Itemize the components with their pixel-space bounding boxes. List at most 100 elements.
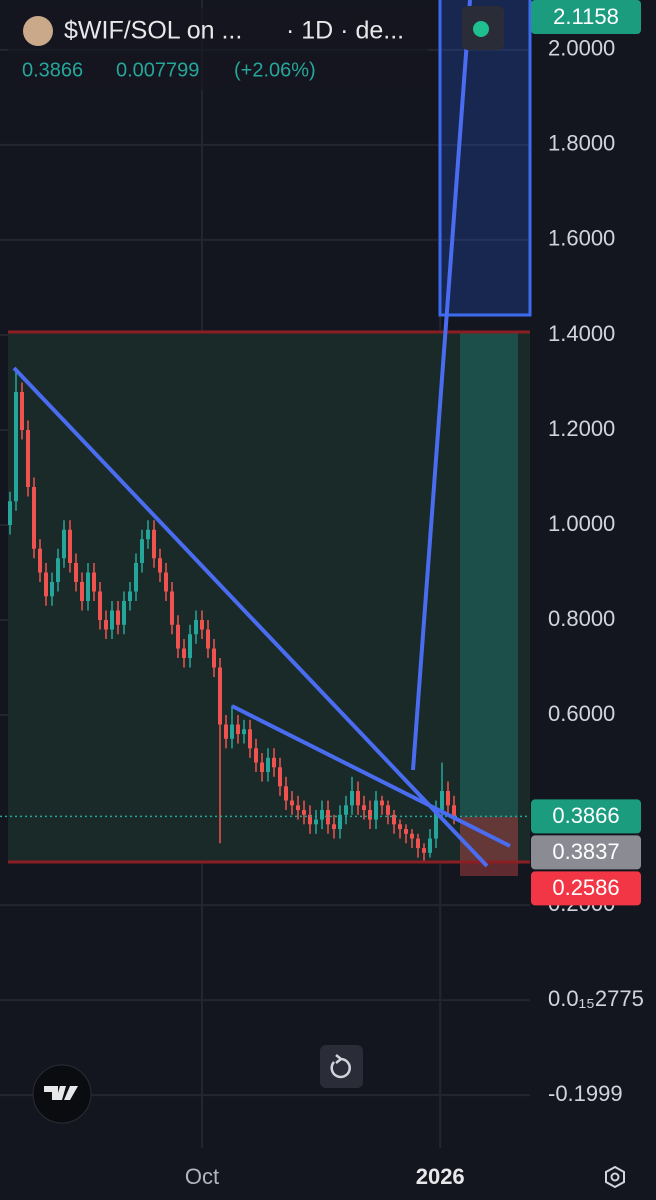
y-tick-label: -0.1999	[548, 1081, 623, 1106]
y-tick-label: 1.8000	[548, 131, 615, 156]
candle-body	[416, 838, 421, 849]
interval: · 1D · de...	[286, 17, 404, 45]
candle-body	[434, 810, 439, 839]
price-label: 2.1158	[553, 4, 619, 29]
change-percent: (+2.06%)	[234, 59, 316, 81]
change: 0.007799	[116, 59, 199, 81]
candle-body	[92, 572, 97, 592]
candle-body	[104, 620, 109, 630]
candle-body	[224, 724, 229, 739]
last-price: 0.3866	[22, 59, 83, 81]
y-tick-label: 0.6000	[548, 701, 615, 726]
y-tick-label: 1.6000	[548, 226, 615, 251]
symbol-icon	[23, 16, 53, 46]
candle-body	[140, 539, 145, 563]
legend-bg	[8, 8, 428, 90]
candle-body	[326, 810, 331, 825]
candle-body	[308, 814, 313, 825]
candle-body	[248, 729, 253, 749]
axis-bg	[535, 0, 656, 1150]
candle-body	[386, 805, 391, 815]
price-label-bg	[531, 799, 641, 834]
candle-body	[182, 648, 187, 659]
candle-body	[284, 786, 289, 801]
candle-body	[80, 582, 85, 602]
time-axis-bg	[0, 1150, 656, 1200]
candles	[0, 368, 530, 863]
candle-body	[398, 824, 403, 830]
candle-body	[356, 791, 361, 806]
reset-icon	[330, 1054, 351, 1079]
status-dot	[473, 21, 489, 37]
candle-body	[8, 501, 13, 525]
candle-body	[146, 529, 151, 540]
candle-body	[26, 429, 31, 487]
candle-body	[452, 805, 457, 817]
y-tick-label: 0.0₁₅2775	[548, 986, 644, 1011]
candle-body	[14, 391, 19, 502]
price-label: 0.3837	[552, 839, 619, 864]
price-label-bg	[531, 835, 641, 870]
price-label: 0.2586	[552, 875, 619, 900]
candle-body	[44, 572, 49, 597]
candle-body	[56, 558, 61, 583]
candle-body	[290, 800, 295, 806]
candle-body	[440, 791, 445, 811]
y-tick-label: 1.4000	[548, 321, 615, 346]
x-tick-label: Oct	[185, 1164, 219, 1189]
candle-body	[152, 529, 157, 559]
candle-body	[188, 634, 193, 659]
candle-body	[218, 667, 223, 725]
candle-body	[254, 748, 259, 763]
candle-body	[200, 620, 205, 630]
trendline	[231, 704, 511, 848]
candle-body	[68, 529, 73, 563]
y-tick-label: 2.0000	[548, 36, 615, 61]
candle-body	[428, 838, 433, 853]
shaded-range	[8, 332, 530, 862]
candle-body	[230, 724, 235, 739]
price-label-bg	[531, 871, 641, 906]
candle-body	[320, 810, 325, 820]
candle-body	[98, 591, 103, 621]
price-label: 0.3866	[552, 803, 619, 828]
price-axis: 2.0000 1.8000 1.6000 1.4000 1.2000 1.0000 0.80…	[531, 0, 656, 1150]
candle-body	[272, 757, 277, 768]
candle-body	[260, 762, 265, 773]
settings-icon[interactable]	[605, 1165, 625, 1189]
candle-body	[362, 805, 367, 811]
candle-body	[62, 529, 67, 559]
candle-body	[278, 767, 283, 787]
candle-body	[302, 810, 307, 815]
candle-body	[32, 486, 37, 549]
candle-body	[110, 610, 115, 630]
candle-body	[206, 629, 211, 649]
candle-body	[392, 814, 397, 825]
reset-button[interactable]	[320, 1045, 363, 1088]
candle-body	[116, 610, 121, 625]
candle-body	[344, 805, 349, 815]
candle-body	[410, 833, 415, 839]
candle-body	[212, 648, 217, 668]
candle-body	[338, 814, 343, 830]
y-tick-label: 0.8000	[548, 606, 615, 631]
candle-body	[74, 562, 79, 583]
projection-line	[411, 0, 472, 771]
y-tick-label: 1.2000	[548, 416, 615, 441]
price-label-bg	[531, 0, 641, 34]
settings-dot	[610, 1172, 620, 1182]
candle-body	[20, 391, 25, 430]
candle-body	[236, 724, 241, 735]
target-zone	[460, 332, 518, 817]
trendline	[12, 366, 489, 868]
candle-body	[170, 591, 175, 625]
candle-body	[332, 824, 337, 830]
candle-body	[86, 572, 91, 602]
projection-box	[438, 0, 532, 317]
candle-body	[38, 548, 43, 573]
candle-body	[380, 800, 385, 806]
candle-body	[266, 757, 271, 773]
candle-body	[422, 848, 427, 853]
candle-body	[50, 582, 55, 597]
candle-body	[446, 791, 451, 806]
